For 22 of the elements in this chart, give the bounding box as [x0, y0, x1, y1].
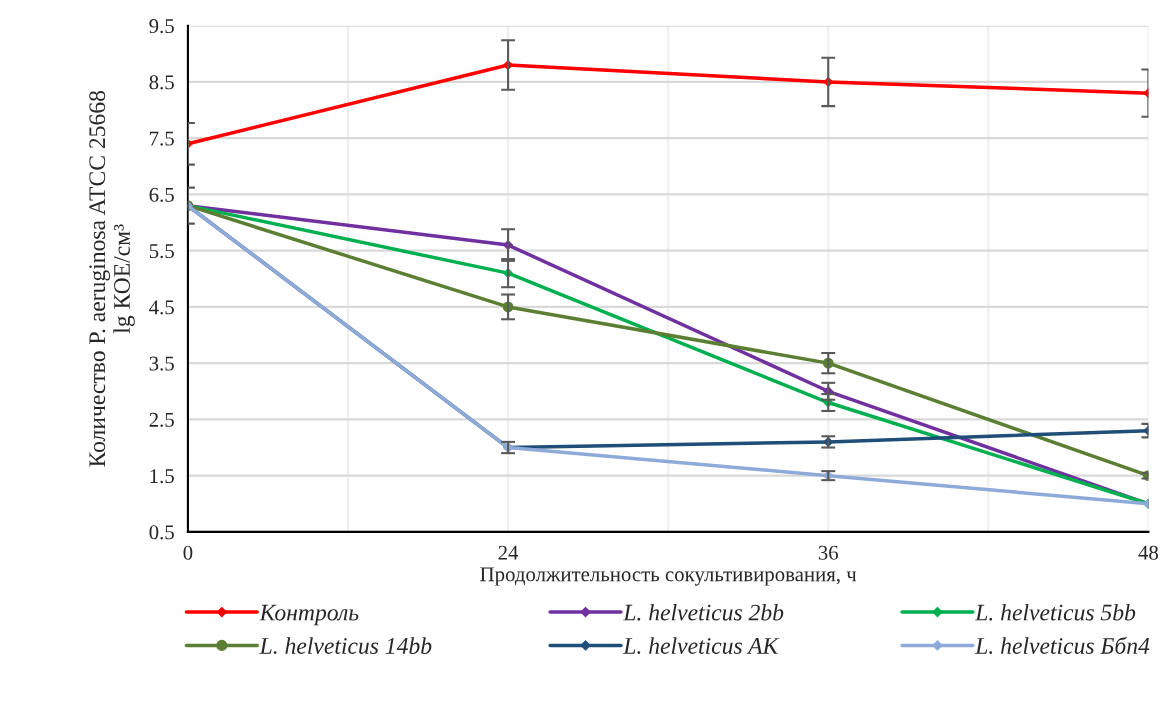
- y-tick-label: 9.5: [149, 19, 174, 34]
- legend-label: L. helveticus AK: [623, 637, 780, 654]
- x-tick-label: 0: [183, 545, 193, 560]
- x-tick-label: 24: [498, 545, 519, 560]
- y-tick-label: 0.5: [149, 525, 174, 540]
- x-axis-title: Продолжительность сокультивирования, ч: [480, 567, 857, 586]
- legend-label: Контроль: [259, 604, 359, 626]
- y-axis-title: Количество P. aeruginosa ATCC 25668 lg КОЕ/см³: [89, 91, 135, 467]
- legend-label: L. helveticus 14bb: [259, 637, 432, 654]
- y-tick-label: 4.5: [149, 300, 174, 315]
- y-tick-label: 3.5: [149, 356, 174, 371]
- y-tick-label: 6.5: [149, 187, 174, 202]
- legend-label: L. helveticus Ббп4: [974, 636, 1150, 654]
- y-tick-label: 8.5: [149, 75, 174, 90]
- x-tick-label: 36: [818, 545, 839, 560]
- legend-label: L. helveticus 2bb: [623, 603, 784, 621]
- y-tick-label: 1.5: [150, 469, 174, 484]
- x-tick-label: 48: [1138, 545, 1159, 560]
- y-tick-label: 2.5: [149, 412, 174, 427]
- y-tick-label: 5.5: [149, 244, 174, 259]
- y-tick-label: 7.5: [150, 131, 174, 146]
- legend-label: L. helveticus 5bb: [974, 603, 1136, 621]
